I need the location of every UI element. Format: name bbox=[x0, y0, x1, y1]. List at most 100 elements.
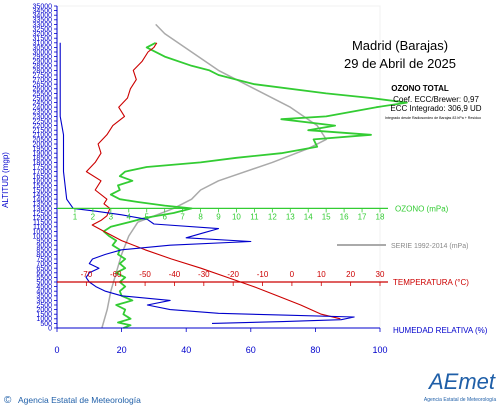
y-tick-label: 32000 bbox=[33, 31, 53, 38]
ozone-tick-label: 14 bbox=[304, 212, 313, 221]
y-tick-label: 2000 bbox=[36, 307, 52, 314]
y-tick-label: 25500 bbox=[33, 91, 53, 98]
ozone-axis-title: OZONO (mPa) bbox=[395, 204, 449, 213]
temperature-tick-label: -60 bbox=[110, 270, 122, 279]
y-tick-label: 10000 bbox=[33, 233, 53, 240]
y-tick-label: 1000 bbox=[36, 316, 52, 323]
ecc-line: ECC Integrado: 306,9 UD bbox=[390, 104, 481, 113]
y-tick-label: 20000 bbox=[33, 141, 53, 148]
y-tick-label: 27500 bbox=[33, 72, 53, 79]
temperature-tick-label: -40 bbox=[169, 270, 181, 279]
y-tick-label: 4500 bbox=[36, 284, 52, 291]
y-tick-label: 10500 bbox=[33, 229, 53, 236]
ozone-tick-label: 10 bbox=[232, 212, 241, 221]
agency-footer: Agencia Estatal de Meteorología bbox=[18, 395, 141, 405]
y-tick-label: 3500 bbox=[36, 293, 52, 300]
y-tick-label: 22500 bbox=[33, 118, 53, 125]
plot-frame bbox=[56, 5, 381, 329]
temperature-tick-label: 20 bbox=[346, 270, 355, 279]
y-tick-label: 18500 bbox=[33, 155, 53, 162]
y-tick-label: 15500 bbox=[33, 183, 53, 190]
y-tick-label: 500 bbox=[40, 321, 52, 328]
y-tick-label: 3000 bbox=[36, 298, 52, 305]
temperature-axis-title: TEMPERATURA (°C) bbox=[393, 278, 469, 287]
y-tick-label: 28500 bbox=[33, 63, 53, 70]
temperature-tick-label: 30 bbox=[376, 270, 385, 279]
logo-subtext: Agencia Estatal de Meteorología bbox=[424, 397, 496, 403]
ozone-total-label: OZONO TOTAL bbox=[391, 84, 449, 93]
y-tick-label: 35000 bbox=[33, 3, 53, 10]
temperature-tick-label: -30 bbox=[198, 270, 210, 279]
y-tick-label: 5000 bbox=[36, 279, 52, 286]
y-tick-label: 12000 bbox=[33, 215, 53, 222]
y-tick-label: 23000 bbox=[33, 114, 53, 121]
y-tick-label: 7500 bbox=[36, 256, 52, 263]
coef-line: Coef. ECC/Brewer: 0,97 bbox=[393, 95, 479, 104]
y-tick-label: 25000 bbox=[33, 95, 53, 102]
y-tick-label: 29500 bbox=[33, 54, 53, 61]
y-tick-label: 17500 bbox=[33, 164, 53, 171]
y-tick-label: 4000 bbox=[36, 289, 52, 296]
y-tick-label: 5500 bbox=[36, 275, 52, 282]
temperature-tick-label: -50 bbox=[139, 270, 151, 279]
temperature-tick-label: -70 bbox=[81, 270, 93, 279]
temperature-tick-label: -10 bbox=[257, 270, 269, 279]
y-tick-label: 30000 bbox=[33, 49, 53, 56]
y-tick-label: 2500 bbox=[36, 302, 52, 309]
series-line-ozono-mpa bbox=[102, 41, 408, 329]
humidity-tick-label: 20 bbox=[117, 345, 127, 355]
humidity-tick-label: 0 bbox=[54, 345, 59, 355]
y-tick-label: 0 bbox=[48, 325, 52, 332]
y-tick-label: 29000 bbox=[33, 59, 53, 66]
y-tick-label: 21000 bbox=[33, 132, 53, 139]
y-tick-label: 33500 bbox=[33, 17, 53, 24]
ozone-tick-label: 17 bbox=[358, 212, 367, 221]
y-tick-label: 33000 bbox=[33, 22, 53, 29]
y-tick-label: 32500 bbox=[33, 26, 53, 33]
y-tick-label: 24500 bbox=[33, 100, 53, 107]
series-line-humedad-relativa bbox=[59, 42, 355, 324]
y-tick-label: 19500 bbox=[33, 146, 53, 153]
y-tick-label: 26500 bbox=[33, 82, 53, 89]
y-tick-label: 6500 bbox=[36, 266, 52, 273]
station-title: Madrid (Barajas) bbox=[352, 38, 448, 53]
ozone-tick-label: 3 bbox=[109, 212, 114, 221]
humidity-tick-label: 80 bbox=[310, 345, 320, 355]
y-tick-label: 11500 bbox=[33, 220, 52, 227]
logo-wordmark: AEmet bbox=[427, 369, 496, 394]
aemet-logo: AEmet Agencia Estatal de Meteorología bbox=[424, 369, 496, 403]
y-tick-label: 20500 bbox=[33, 137, 53, 144]
y-tick-label: 23500 bbox=[33, 109, 53, 116]
y-tick-label: 19000 bbox=[33, 151, 53, 158]
date-title: 29 de Abril de 2025 bbox=[344, 56, 456, 71]
y-tick-label: 22000 bbox=[33, 123, 53, 130]
y-tick-label: 17000 bbox=[33, 169, 53, 176]
ozone-tick-label: 16 bbox=[340, 212, 349, 221]
ozone-tick-label: 2 bbox=[91, 212, 96, 221]
note-line: Integrado desde Radiosondeo de Barajas 8… bbox=[385, 116, 481, 120]
ozone-tick-label: 1 bbox=[73, 212, 78, 221]
y-tick-label: 18000 bbox=[33, 160, 53, 167]
temperature-tick-label: -20 bbox=[227, 270, 239, 279]
ozone-tick-label: 8 bbox=[198, 212, 203, 221]
ozone-tick-label: 9 bbox=[216, 212, 221, 221]
ozone-tick-label: 15 bbox=[322, 212, 331, 221]
ozone-tick-label: 7 bbox=[180, 212, 185, 221]
y-tick-label: 34500 bbox=[33, 8, 53, 15]
ozone-tick-label: 13 bbox=[286, 212, 295, 221]
y-tick-label: 16500 bbox=[33, 174, 53, 181]
axes-layer: 0500100015002000250030003500400045005000… bbox=[33, 3, 488, 355]
y-tick-label: 28000 bbox=[33, 68, 53, 75]
y-tick-label: 11000 bbox=[33, 224, 52, 231]
y-tick-label: 1500 bbox=[36, 312, 52, 319]
y-tick-label: 8000 bbox=[36, 252, 52, 259]
y-tick-label: 8500 bbox=[36, 247, 52, 254]
ozone-tick-label: 12 bbox=[268, 212, 277, 221]
humidity-tick-label: 60 bbox=[246, 345, 256, 355]
y-tick-label: 15000 bbox=[33, 187, 53, 194]
series-line-temperatura-c bbox=[85, 42, 341, 320]
temperature-tick-label: 10 bbox=[317, 270, 326, 279]
y-tick-label: 26000 bbox=[33, 86, 53, 93]
y-tick-label: 34000 bbox=[33, 13, 53, 20]
